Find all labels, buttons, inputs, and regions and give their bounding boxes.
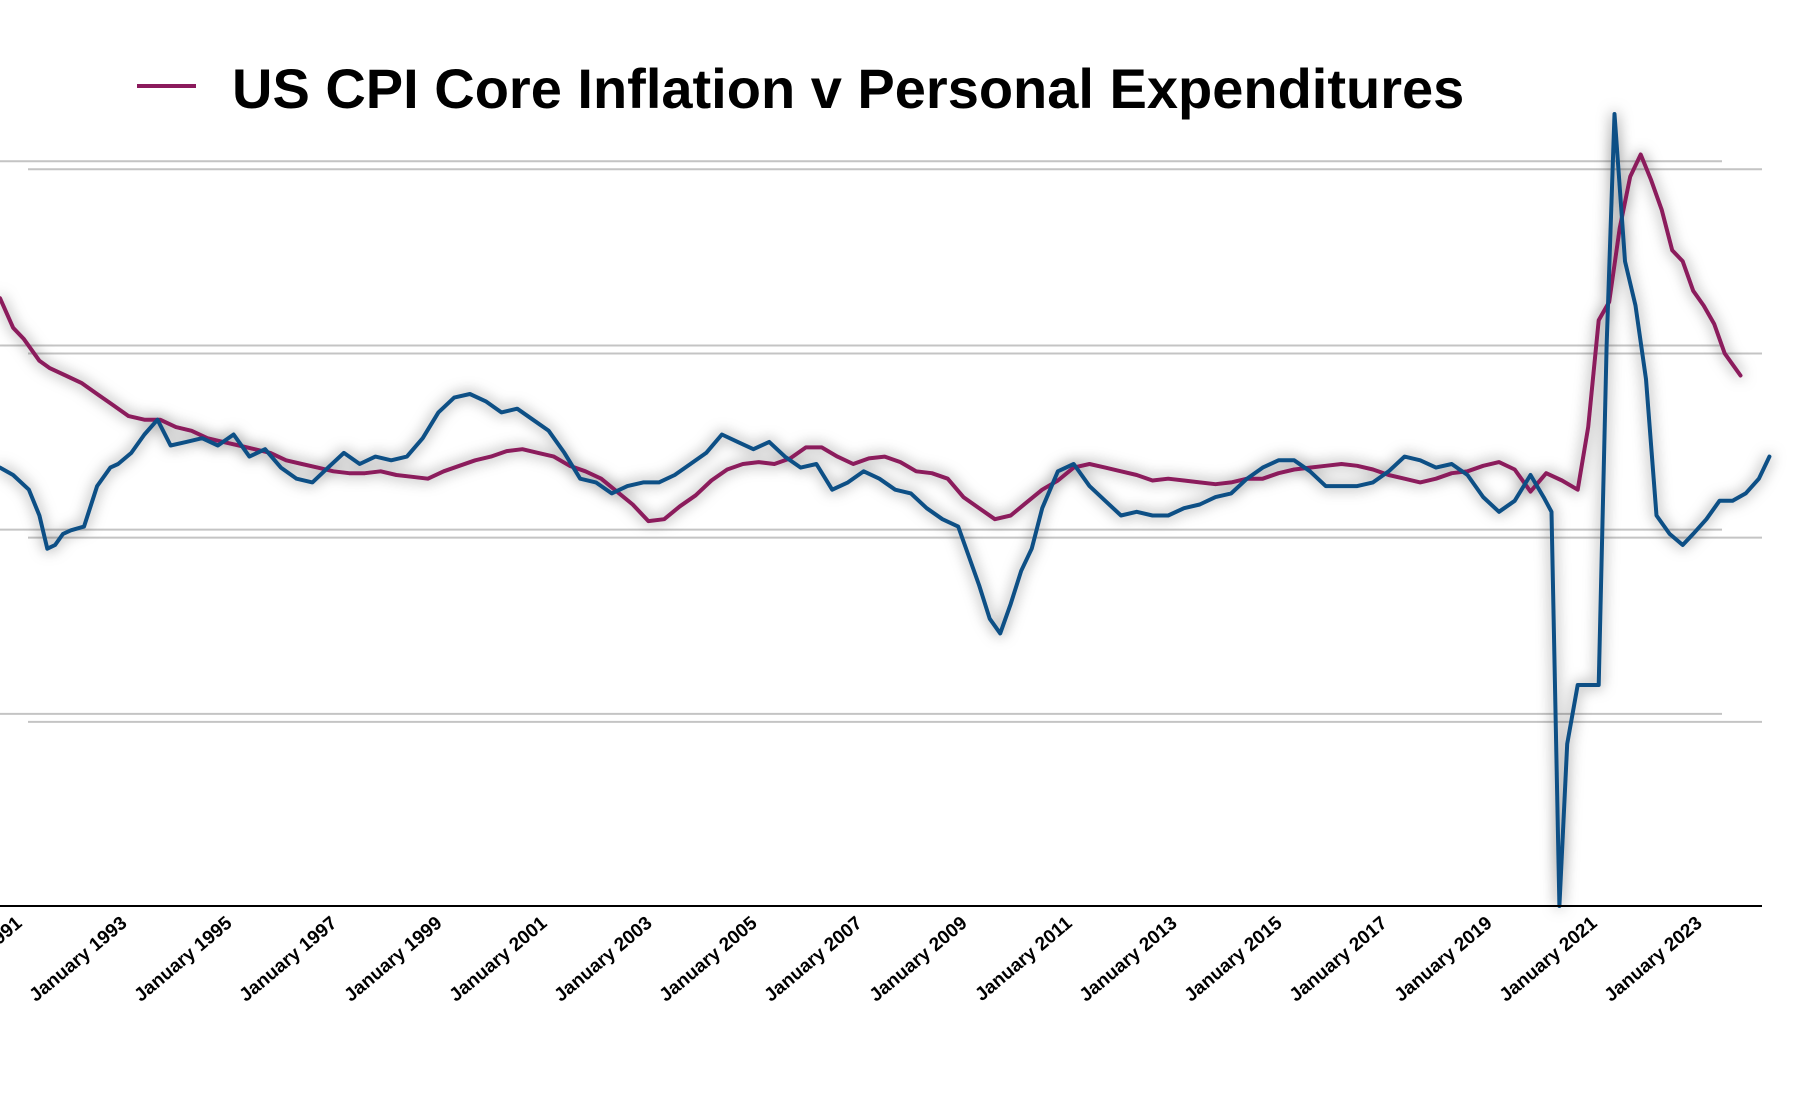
x-tick-label: January 2021 [1496, 912, 1602, 1006]
x-tick-label: January 2017 [1286, 913, 1392, 1006]
x-tick-label: January 2019 [1391, 913, 1497, 1006]
x-tick-label: January 2003 [551, 913, 657, 1006]
gridlines [0, 160, 1762, 723]
x-tick-label: January 2001 [446, 912, 552, 1006]
x-tick-label: January 2013 [1076, 913, 1182, 1006]
series-line-cpi-core [0, 152, 1743, 524]
x-tick-label: January 2015 [1181, 912, 1287, 1006]
series-line-personal-expenditures [0, 112, 1772, 908]
x-tick-label: January 2009 [866, 913, 972, 1006]
x-tick-label: January 1993 [26, 913, 132, 1006]
x-tick-label: January 2005 [656, 912, 762, 1006]
x-tick-label: January 1991 [0, 912, 27, 1006]
x-tick-label: January 1997 [236, 913, 342, 1006]
series-group [0, 112, 1772, 908]
x-tick-label: January 1995 [131, 912, 237, 1006]
legend: US CPI Core Inflation v Personal Expendi… [137, 57, 1464, 120]
x-tick-label: January 2007 [761, 913, 867, 1006]
x-tick-label: January 1999 [341, 913, 447, 1006]
x-tick-label: January 2023 [1601, 913, 1707, 1006]
x-tick-label: January 2011 [971, 912, 1076, 1005]
chart-title: US CPI Core Inflation v Personal Expendi… [232, 57, 1464, 120]
